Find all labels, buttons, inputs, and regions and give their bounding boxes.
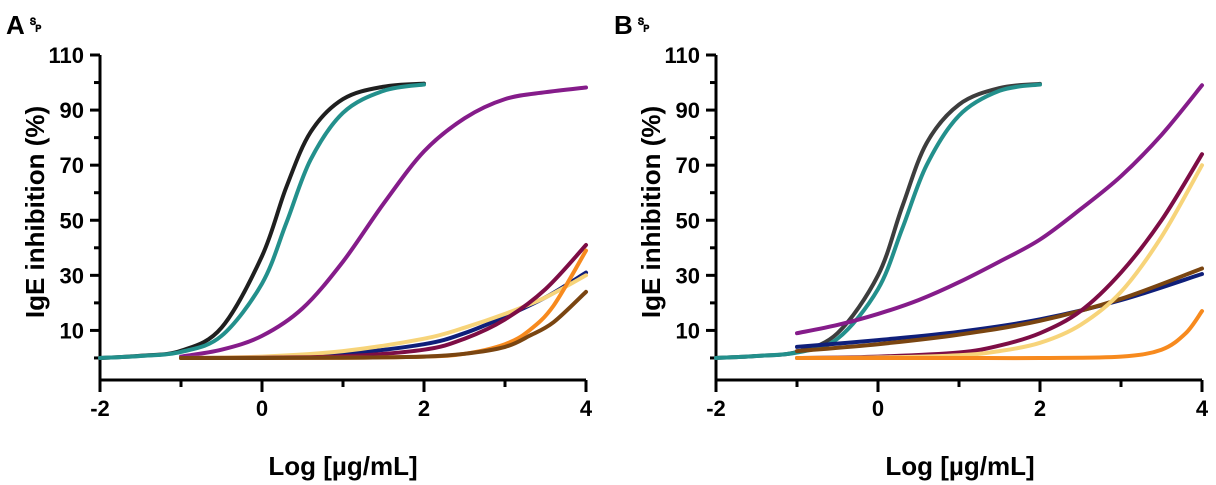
y-tick-label: 110 bbox=[49, 43, 85, 68]
panel-a: A␠ IgE inhibition (%) Log [µg/mL] 10 30 50… bbox=[6, 10, 593, 481]
series-line-1 bbox=[714, 82, 1042, 360]
series-line-4 bbox=[795, 266, 1204, 354]
panel-label: A␠ bbox=[6, 10, 46, 40]
panel-b: B␠ IgE inhibition (%) Log [µg/mL] 10 30 50… bbox=[614, 10, 1209, 481]
series-line-2 bbox=[179, 85, 588, 359]
series-line-0 bbox=[98, 81, 426, 360]
x-tick-label: 2 bbox=[1034, 396, 1046, 421]
x-axis-title: Log [µg/mL] bbox=[885, 451, 1034, 481]
y-tick-label: 90 bbox=[676, 98, 700, 123]
y-tick-label: 10 bbox=[676, 318, 700, 343]
x-tick-label: 2 bbox=[418, 396, 430, 421]
y-tick-label: 10 bbox=[60, 318, 84, 343]
series-line-0 bbox=[714, 81, 1042, 360]
y-tick-label: 70 bbox=[60, 153, 84, 178]
series-line-1 bbox=[98, 82, 426, 360]
x-tick-label: 0 bbox=[256, 396, 268, 421]
series-line-7 bbox=[795, 309, 1204, 361]
y-tick-label: 90 bbox=[60, 98, 84, 123]
y-axis-title: IgE inhibition (%) bbox=[636, 106, 666, 318]
y-tick-label: 30 bbox=[676, 263, 700, 288]
series-line-5 bbox=[179, 243, 588, 360]
x-tick-label: -2 bbox=[706, 396, 726, 421]
y-tick-label: 50 bbox=[60, 208, 84, 233]
x-tick-label: -2 bbox=[90, 396, 110, 421]
x-axis-title: Log [µg/mL] bbox=[268, 451, 417, 481]
y-axis-title: IgE inhibition (%) bbox=[20, 106, 50, 318]
x-tick-label: 4 bbox=[1196, 396, 1209, 421]
series-line-7 bbox=[179, 289, 588, 361]
x-tick-label: 0 bbox=[872, 396, 884, 421]
y-tick-label: 70 bbox=[676, 153, 700, 178]
series-line-2 bbox=[795, 83, 1204, 336]
panel-label: B␠ bbox=[614, 10, 654, 40]
y-tick-label: 30 bbox=[60, 263, 84, 288]
y-tick-label: 50 bbox=[676, 208, 700, 233]
y-tick-label: 110 bbox=[665, 43, 701, 68]
x-tick-label: 4 bbox=[580, 396, 593, 421]
